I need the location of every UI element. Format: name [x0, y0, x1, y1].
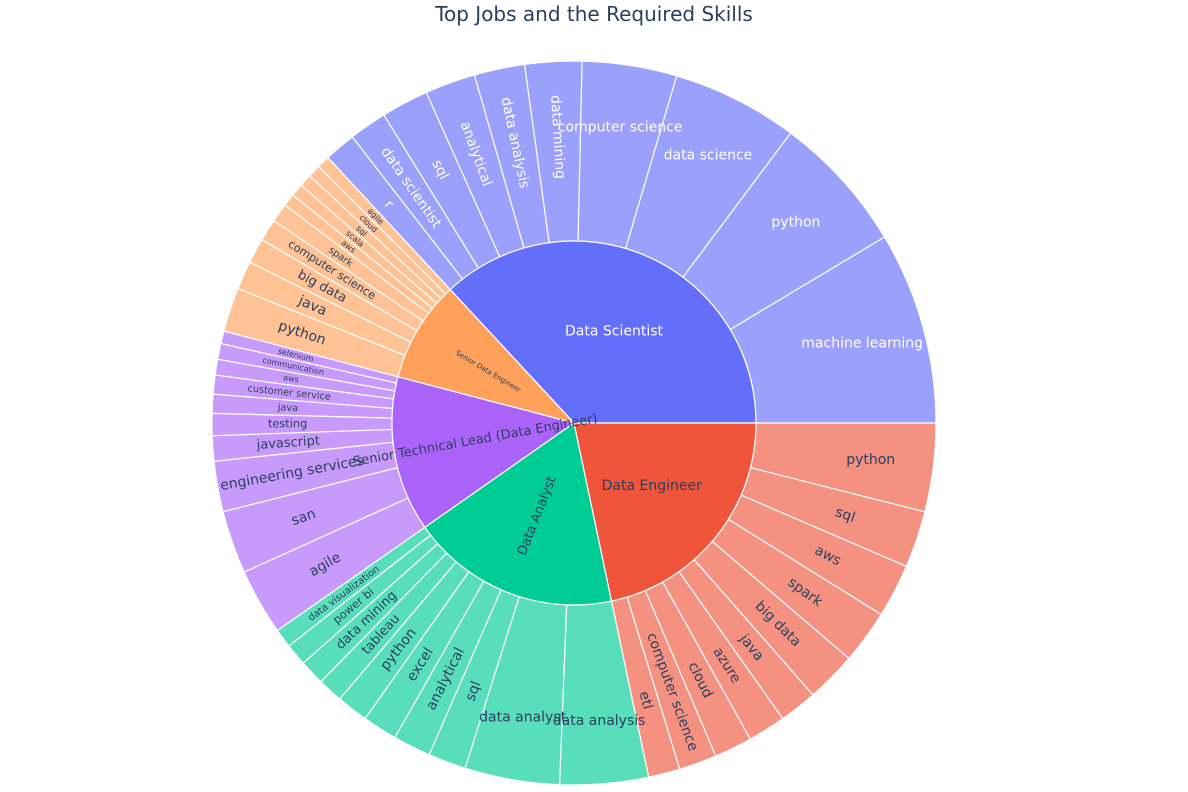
skill-label-senior-technical-lead-data-engineer-java: java [277, 402, 299, 414]
job-wedge-senior-technical-lead-data-engineer[interactable] [391, 376, 576, 529]
job-label-data-scientist: Data Scientist [565, 323, 664, 339]
job-wedge-data-analyst[interactable] [424, 421, 613, 606]
skill-label-data-scientist-data-mining: data mining [547, 95, 568, 180]
skill-label-data-engineer-sql: sql [833, 504, 857, 526]
skill-label-data-scientist-computer-science: computer science [558, 120, 683, 136]
job-wedge-data-engineer[interactable] [573, 422, 757, 602]
skill-label-senior-technical-lead-data-engineer-aws: aws [283, 372, 300, 384]
skill-label-data-scientist-machine-learning: machine learning [801, 335, 923, 351]
skill-label-data-analyst-data-analysis: data analysis [553, 713, 646, 729]
skill-label-senior-technical-lead-data-engineer-javascript: javascript [255, 434, 320, 454]
chart-title: Top Jobs and the Required Skills [435, 2, 753, 26]
skill-label-data-analyst-sql: sql [463, 679, 485, 703]
skill-label-data-engineer-etl: etl [635, 690, 655, 711]
skill-label-data-scientist-data-science: data science [664, 148, 753, 164]
skill-label-data-analyst-data-analyst: data analyst [479, 710, 566, 726]
job-label-data-engineer: Data Engineer [602, 478, 702, 494]
skill-label-senior-technical-lead-data-engineer-san: san [289, 506, 318, 529]
skill-label-data-scientist-python: python [771, 215, 820, 231]
skill-label-senior-technical-lead-data-engineer-testing: testing [268, 416, 307, 430]
skill-label-data-engineer-python: python [846, 452, 895, 468]
job-wedge-data-scientist[interactable] [449, 240, 757, 424]
